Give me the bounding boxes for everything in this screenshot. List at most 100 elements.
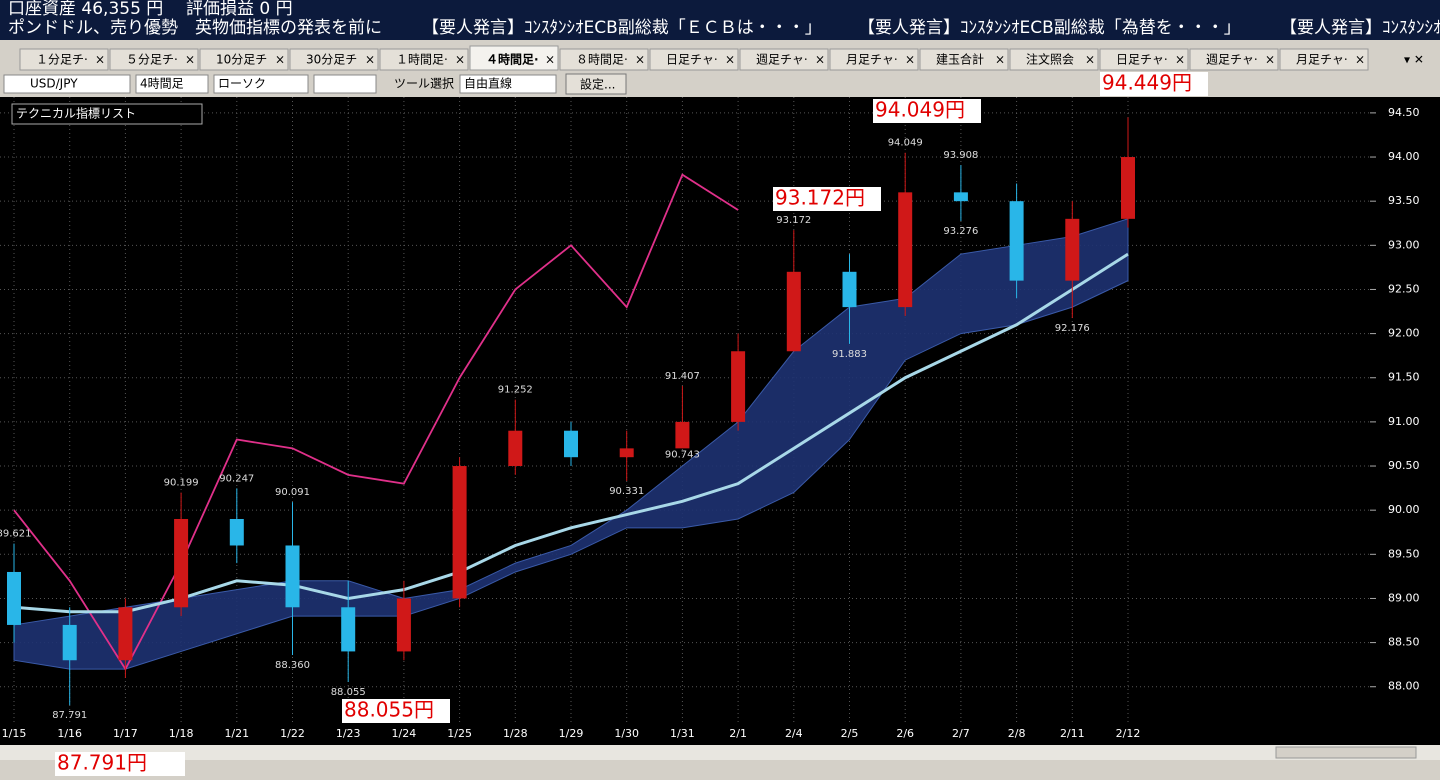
tab-menu-icon[interactable]: ▾ ✕ [1404,53,1424,67]
tab[interactable] [19,48,109,71]
price-label: 93.908 [943,150,978,161]
candle-body [564,430,578,458]
tab-label: 30分足チ [306,53,357,67]
tab[interactable] [109,48,199,71]
pair-select-text: USD/JPY [30,77,78,91]
tab-label: ４時間足· [486,52,539,67]
tab[interactable] [469,45,559,71]
tab-bar: １分足チ· × ５分足チ· × 10分足チ × 30分足チ × １時間足· × ４時間足· × ８時間足… [19,45,1369,71]
tab-close[interactable]: × [995,53,1005,67]
candle-body [953,192,968,202]
tab-close[interactable]: × [635,53,645,67]
tab-close[interactable]: × [905,53,915,67]
candle-body [7,571,21,625]
candle-body [1065,218,1080,281]
candle-body [786,271,801,352]
timeframe-select[interactable] [135,74,209,94]
tab[interactable] [199,48,289,71]
price-label: 93.172 [776,215,811,226]
price-label: 90.331 [609,486,644,497]
price-label: 87.791 [52,710,87,721]
x-tick-label: 1/18 [169,727,194,740]
candle-body [675,421,690,449]
x-tick-label: 1/23 [336,727,361,740]
scroll-thumb[interactable] [1275,746,1417,759]
tab-label: ８時間足· [576,53,628,67]
tab[interactable] [559,48,649,71]
color-select[interactable] [313,74,377,94]
candle-body [1009,201,1024,281]
tab[interactable] [649,48,739,71]
price-label: 92.176 [1055,323,1090,334]
x-tick-label: 2/4 [785,727,803,740]
x-tick-label: 1/31 [670,727,695,740]
tool-select[interactable] [459,74,557,94]
tool-text: 自由直線 [464,76,512,91]
tab[interactable] [1009,48,1099,71]
price-label: 90.091 [275,487,310,498]
tab[interactable] [919,48,1009,71]
tab[interactable] [1279,48,1369,71]
price-label: 90.247 [219,473,254,484]
x-tick-label: 2/5 [841,727,859,740]
tab-close[interactable]: × [815,53,825,67]
annotation: 93.172円 [775,186,865,210]
x-tick-label: 1/24 [392,727,417,740]
tool-label: ツール選択 [394,77,454,91]
x-tick-label: 2/8 [1008,727,1026,740]
annotation: 94.449円 [1102,71,1192,95]
tab[interactable] [1099,48,1189,71]
tab[interactable] [289,48,379,71]
tab[interactable] [829,48,919,71]
tab-close[interactable]: × [1355,53,1365,67]
settings-text: 設定... [580,77,615,92]
y-tick-label: 92.00 [1388,327,1420,340]
pair-select[interactable] [3,74,131,94]
tab[interactable] [739,48,829,71]
price-label: 93.276 [943,226,978,237]
timeframe-text: 4時間足 [140,77,184,91]
x-tick-label: 1/17 [113,727,138,740]
style-select[interactable] [213,74,309,94]
tab-close[interactable]: × [95,53,105,67]
tab-close[interactable]: × [455,53,465,67]
tab-close[interactable]: × [365,53,375,67]
news-item[interactable]: 【要人発言】ｺﾝｽﾀﾝｼｵ [1280,18,1440,38]
price-label: 91.407 [665,371,700,382]
y-tick-label: 93.00 [1388,238,1420,251]
price-label: 88.360 [275,660,310,671]
tab-close[interactable]: × [275,53,285,67]
y-tick-label: 88.50 [1388,636,1420,649]
y-tick-label: 94.50 [1388,106,1420,119]
price-label: 91.252 [498,385,533,396]
candle-body [1121,157,1135,219]
tab-close[interactable]: × [185,53,195,67]
y-tick-label: 89.00 [1388,591,1420,604]
price-label: 89.621 [0,529,32,540]
settings-button[interactable] [565,73,627,95]
indicator-panel[interactable] [11,103,203,125]
tab-close[interactable]: × [1175,53,1185,67]
x-tick-label: 1/22 [280,727,305,740]
candle-body [229,518,244,546]
tab-close[interactable]: × [725,53,735,67]
price-label: 88.055 [331,687,366,698]
tab-close[interactable]: × [1085,53,1095,67]
price-label: 94.049 [888,138,923,149]
news-item[interactable]: 【要人発言】ｺﾝｽﾀﾝｼｵECB副総裁「為替を・・・」 [858,18,1241,38]
news-item[interactable]: 【要人発言】ｺﾝｽﾀﾝｼｵECB副総裁「ＥＣＢは・・・」 [422,18,822,38]
x-tick-label: 2/11 [1060,727,1085,740]
tab-close[interactable]: × [1265,53,1275,67]
tab[interactable] [1189,48,1279,71]
scrollbar[interactable] [0,745,1440,760]
annotation-box [1100,72,1208,96]
headline[interactable]: ポンドドル、売り優勢 英物価指標の発表を前に [8,18,382,38]
tab-close[interactable]: × [545,53,555,67]
tab[interactable] [379,48,469,71]
tab-label: 10分足チ [216,53,267,67]
y-tick-label: 93.50 [1388,194,1420,207]
price-label: 91.883 [832,349,867,360]
x-tick-label: 1/30 [614,727,639,740]
candle-body [842,271,857,308]
